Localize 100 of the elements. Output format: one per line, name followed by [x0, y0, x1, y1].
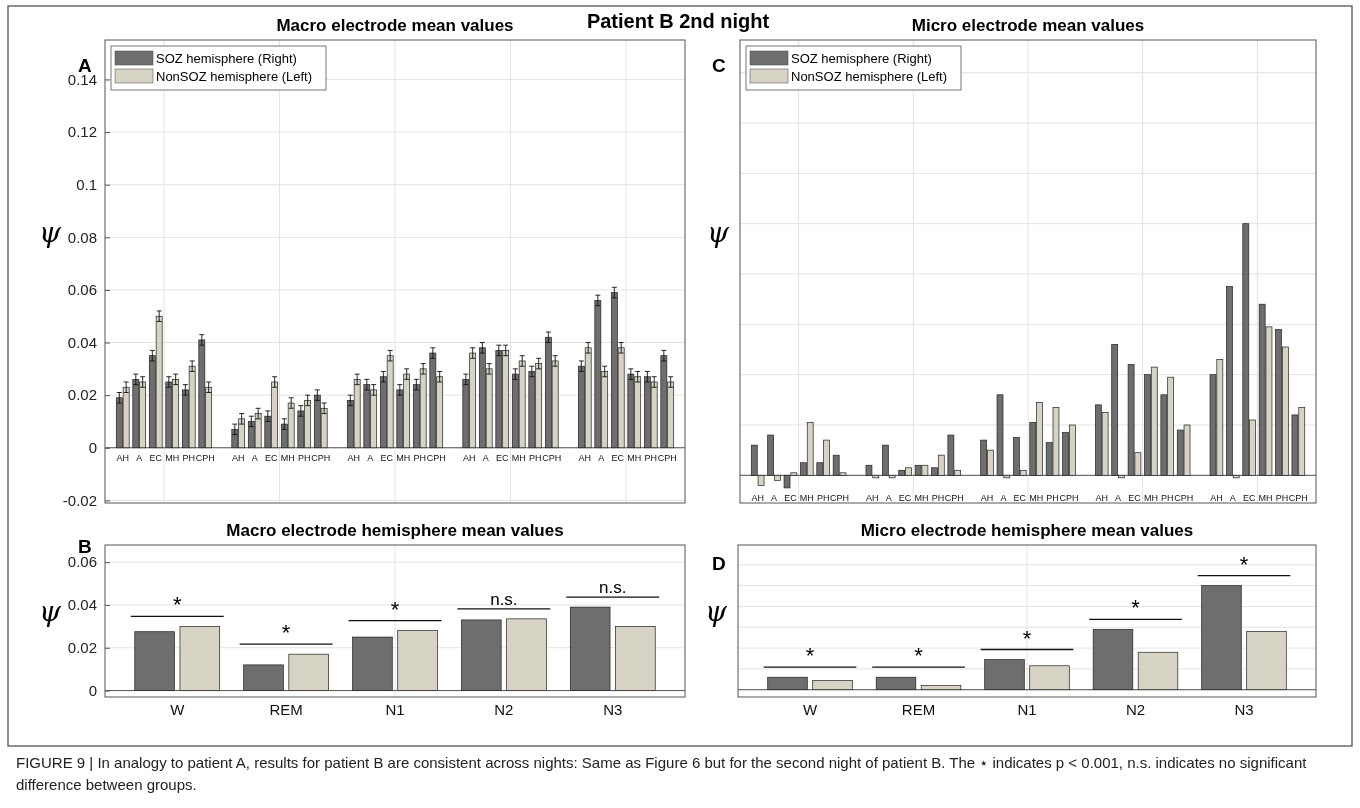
y-tick-label: 0.06 [67, 281, 97, 299]
bar [1029, 665, 1070, 691]
x-tick-label: MH [1258, 493, 1273, 504]
x-tick-label: EC [496, 453, 509, 464]
bar [461, 619, 502, 691]
x-tick-label: MH [799, 493, 814, 504]
annotation: * [1022, 625, 1032, 651]
x-tick-label: AH [980, 493, 994, 504]
x-tick-label: A [367, 453, 374, 464]
y-tick-label: 0.12 [67, 123, 97, 141]
y-tick-label: 0.08 [67, 228, 97, 246]
x-tick-label: A [885, 493, 892, 504]
bar [397, 630, 438, 691]
x-tick-label: CPH [830, 493, 850, 504]
chart-title: Macro electrode hemisphere mean values [226, 521, 564, 540]
x-tick-label: MH [511, 453, 526, 464]
x-tick-label: PH [644, 453, 658, 464]
bar [352, 636, 393, 691]
x-tick-label: A [1229, 493, 1236, 504]
bar [243, 664, 284, 691]
significance-bracket: * [763, 643, 857, 669]
annotation: * [172, 592, 182, 618]
x-tick-label: EC [611, 453, 625, 464]
x-tick-label: AH [116, 453, 129, 464]
x-tick-label: EC [1013, 493, 1027, 504]
x-tick-label: EC [1128, 493, 1142, 504]
chart-title: Micro electrode hemisphere mean values [860, 521, 1194, 540]
x-tick-label: AH [463, 453, 476, 464]
text: D [712, 553, 726, 574]
bar [1246, 631, 1287, 691]
y-tick-label: 0.04 [67, 333, 97, 351]
x-tick-label: MH [280, 453, 295, 464]
bar [1201, 585, 1242, 691]
annotation: n.s. [599, 578, 627, 598]
x-tick-label: PH [413, 453, 427, 464]
bar [920, 685, 962, 691]
legend-label: NonSOZ hemisphere (Left) [791, 69, 948, 84]
x-tick-label: CPH [1288, 493, 1308, 504]
bar [615, 626, 656, 691]
x-tick-label: AH [578, 453, 592, 464]
x-tick-label: A [1000, 493, 1007, 504]
x-tick-label: A [598, 453, 605, 464]
y-tick-label: 0 [88, 439, 97, 457]
x-tick-label: A [136, 453, 143, 464]
significance-bracket: n.s. [456, 589, 551, 610]
y-tick-label: 0 [88, 681, 97, 699]
chart-title: Macro electrode mean values [276, 16, 514, 35]
x-tick-label: CPH [542, 453, 562, 464]
x-tick-label: N1 [1017, 700, 1037, 718]
x-tick-label: CPH [657, 453, 677, 464]
annotation: n.s. [490, 589, 518, 609]
chart-subtitle: Patient B 2nd night [586, 10, 770, 32]
x-tick-label: W [802, 700, 818, 718]
x-tick-label: CPH [195, 453, 215, 464]
caption: FIGURE 9 | In analogy to patient A, results for patient B are consistent across nights: Same as Figure 6 but for the second night of patient B. The ⋆ indicates p < 0.001, n.s. indicates no significant difference between groups. [16, 753, 1308, 795]
x-tick-label: PH [1275, 493, 1289, 504]
text: C [712, 55, 726, 76]
x-tick-label: MH [1143, 493, 1158, 504]
x-tick-label: A [771, 493, 778, 504]
bar [767, 676, 808, 691]
bar [506, 618, 547, 691]
text: A [78, 55, 92, 76]
x-tick-label: W [170, 700, 186, 718]
bar [134, 631, 175, 691]
x-tick-label: AH [866, 493, 879, 504]
x-tick-label: PH [297, 453, 311, 464]
x-tick-label: AH [1095, 493, 1108, 504]
x-tick-label: PH [1161, 493, 1174, 504]
y-axis-title: ψ [705, 595, 729, 628]
bar [179, 626, 221, 691]
x-tick-label: MH [1029, 493, 1044, 504]
x-tick-label: EC [784, 493, 798, 504]
y-axis-title: ψ [39, 215, 63, 249]
x-tick-label: AH [231, 453, 245, 464]
significance-bracket: n.s. [565, 578, 660, 598]
x-tick-label: REM [269, 700, 303, 718]
x-tick-label: AH [347, 453, 361, 464]
x-tick-label: CPH [426, 453, 446, 464]
legend-label: NonSOZ hemisphere (Left) [156, 69, 313, 84]
x-tick-label: A [251, 453, 258, 464]
x-tick-label: N3 [603, 700, 623, 718]
x-tick-label: A [1115, 493, 1122, 504]
x-tick-label: EC [380, 453, 394, 464]
x-tick-label: N2 [1125, 700, 1146, 718]
x-tick-label: MH [627, 453, 642, 464]
annotation: * [390, 596, 400, 622]
bar [875, 676, 917, 691]
x-tick-label: MH [396, 453, 411, 464]
x-tick-label: PH [529, 453, 542, 464]
x-tick-label: PH [182, 453, 195, 464]
significance-bracket: * [347, 596, 443, 622]
x-tick-label: AH [751, 493, 764, 504]
y-tick-label: -0.02 [62, 491, 97, 509]
significance-bracket: * [239, 620, 334, 646]
significance-bracket: * [1197, 551, 1291, 577]
x-tick-label: CPH [944, 493, 964, 504]
x-tick-label: EC [1242, 493, 1256, 504]
x-tick-label: PH [931, 493, 945, 504]
significance-bracket: * [871, 643, 966, 669]
bar [812, 679, 853, 691]
